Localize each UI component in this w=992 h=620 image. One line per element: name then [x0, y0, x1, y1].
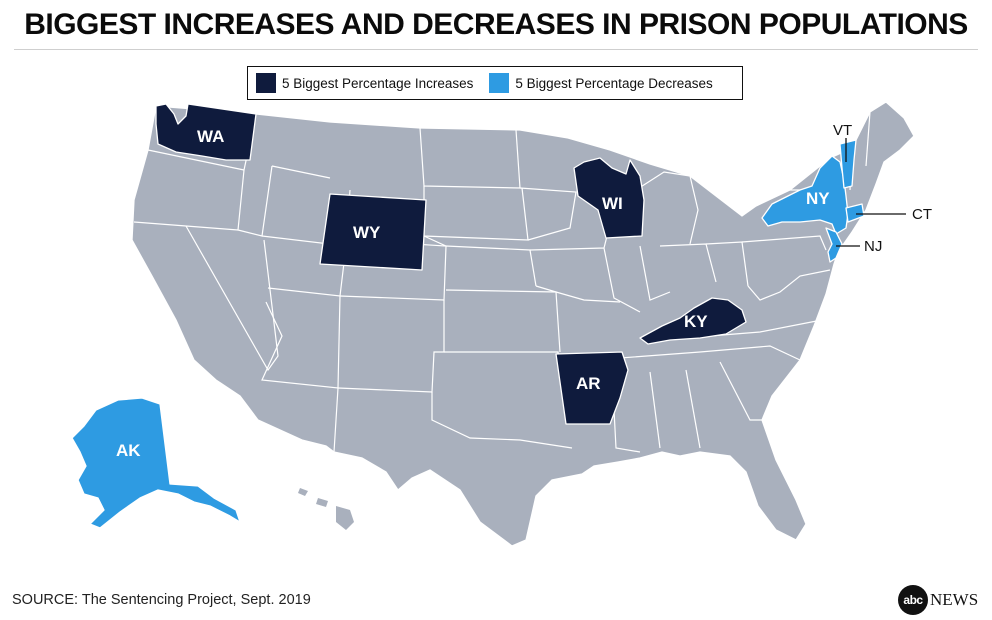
increase-states	[155, 103, 747, 425]
hawaii-land	[298, 488, 354, 530]
state-nj[interactable]	[825, 227, 843, 263]
state-ny[interactable]	[761, 155, 849, 235]
state-ky[interactable]	[639, 297, 747, 345]
map-legend: 5 Biggest Percentage Increases 5 Biggest…	[247, 66, 743, 100]
source-note: SOURCE: The Sentencing Project, Sept. 20…	[12, 592, 311, 608]
legend-item-decrease: 5 Biggest Percentage Decreases	[489, 73, 713, 93]
decrease-states	[71, 139, 865, 529]
abc-news-logo: abc NEWS	[898, 585, 978, 615]
label-ny: NY	[806, 189, 830, 208]
base-land	[131, 101, 915, 547]
contiguous-us-land	[131, 101, 915, 547]
abc-logo-news-text: NEWS	[930, 590, 979, 609]
abc-logo-mark: abc	[898, 585, 928, 615]
state-wa[interactable]	[155, 103, 257, 161]
page-title: BIGGEST INCREASES AND DECREASES IN PRISO…	[24, 8, 968, 41]
title-divider	[14, 49, 978, 50]
legend-swatch-decrease	[489, 73, 510, 93]
label-ct: CT	[912, 206, 932, 223]
state-ar[interactable]	[555, 351, 629, 425]
state-wy[interactable]	[319, 193, 427, 271]
label-wa: WA	[197, 127, 224, 146]
state-ct[interactable]	[845, 203, 865, 223]
label-ky: KY	[684, 312, 708, 331]
label-vt: VT	[833, 122, 852, 139]
legend-label-decrease: 5 Biggest Percentage Decreases	[515, 75, 713, 91]
label-nj: NJ	[864, 238, 882, 255]
label-wy: WY	[353, 223, 381, 242]
state-vt[interactable]	[839, 139, 857, 189]
label-ak: AK	[116, 441, 141, 460]
state-wi[interactable]	[573, 157, 645, 239]
legend-item-increase: 5 Biggest Percentage Increases	[256, 73, 473, 93]
state-ak[interactable]	[71, 397, 241, 529]
legend-label-increase: 5 Biggest Percentage Increases	[282, 75, 474, 91]
legend-swatch-increase	[256, 73, 276, 93]
label-ar: AR	[576, 374, 601, 393]
label-wi: WI	[602, 194, 623, 213]
